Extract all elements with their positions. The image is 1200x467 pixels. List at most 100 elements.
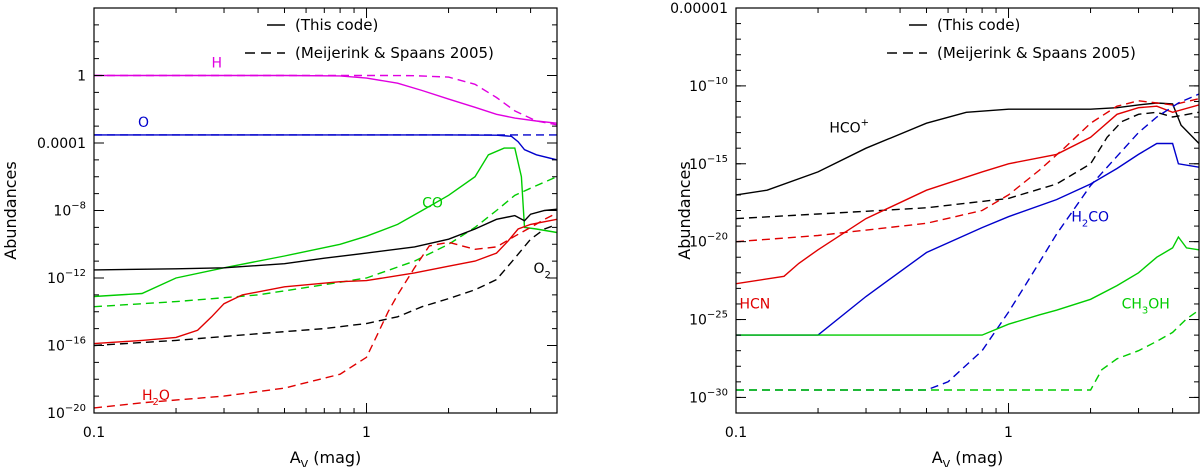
series-line-hco+-dashed: [736, 111, 1199, 220]
annotation-text: H: [1071, 209, 1082, 225]
annotation-subscript: 2: [153, 397, 159, 408]
series-line-hcn-solid: [736, 104, 1199, 285]
series-line-ch3oh-dashed: [736, 309, 1199, 391]
y-tick-label: 10−30: [689, 387, 728, 406]
series-line-h2o-solid: [94, 218, 557, 345]
y-tick-base: 1: [77, 69, 86, 85]
plot-frame: [93, 7, 558, 414]
x-axis-label: AV (mag): [290, 448, 362, 467]
x-tick-label: 0.1: [83, 425, 105, 441]
series-group: [94, 74, 557, 409]
series-annotation: CH3OH: [1122, 297, 1170, 317]
x-axis-label-sub: V: [943, 458, 951, 467]
annotation-text: CH: [1122, 297, 1142, 313]
series-line-h2o-dashed: [94, 212, 557, 409]
legend-solid-label: (This code): [937, 16, 1020, 34]
series-line-hco+-solid: [736, 102, 1199, 196]
y-tick-base: 10: [689, 157, 707, 173]
y-tick-exponent: −25: [707, 310, 728, 321]
x-axis-label-unit: (mag): [950, 448, 1003, 467]
annotation-text: HCN: [739, 297, 770, 313]
annotation-tail: OH: [1148, 297, 1170, 313]
legend: (This code) (Meijerink & Spaans 2005): [887, 16, 1136, 62]
y-tick-label: 10−20: [47, 403, 86, 422]
y-tick-base: 0.00001: [670, 1, 728, 17]
series-annotation: O2: [534, 261, 551, 281]
y-tick-label: 1: [77, 69, 86, 85]
annotation-tail: CO: [1088, 209, 1109, 225]
y-tick-base: 10: [47, 339, 65, 355]
y-tick-label: 10−16: [47, 336, 86, 355]
x-axis-label-unit: (mag): [308, 448, 361, 467]
x-tick-label: 0.1: [725, 425, 747, 441]
series-line-co-dashed: [94, 176, 557, 308]
annotation-tail: O: [159, 388, 170, 404]
x-axis-label-a: A: [290, 448, 301, 467]
x-tick-label: 1: [1004, 425, 1013, 441]
annotation-text: CO: [422, 196, 443, 212]
y-axis-label: Abundances: [675, 161, 694, 259]
legend: (This code) (Meijerink & Spaans 2005): [245, 16, 494, 62]
series-line-h-dashed: [94, 74, 557, 126]
x-axis-label: AV (mag): [932, 448, 1004, 467]
legend-dashed-label: (Meijerink & Spaans 2005): [937, 44, 1136, 62]
annotation-text: H: [142, 388, 153, 404]
series-line-o2-solid: [94, 208, 557, 271]
y-tick-exponent: −30: [707, 387, 728, 398]
y-tick-base: 10: [53, 204, 71, 220]
y-tick-base: 10: [689, 313, 707, 329]
series-annotation: H: [212, 55, 223, 71]
y-axis-label: Abundances: [1, 161, 20, 259]
series-line-h-solid: [94, 74, 557, 124]
x-tick-label: 1: [362, 425, 371, 441]
series-annotation: CO: [422, 196, 443, 212]
y-tick-base: 10: [47, 406, 65, 422]
annotation-text: O: [138, 115, 149, 131]
y-tick-label: 10−12: [47, 268, 86, 287]
series-annotation: HCO+: [829, 118, 869, 137]
y-tick-label: 10−15: [689, 154, 728, 173]
x-axis-label-a: A: [932, 448, 943, 467]
y-tick-label: 10−8: [53, 201, 86, 220]
legend-dashed-label: (Meijerink & Spaans 2005): [295, 44, 494, 62]
y-tick-exponent: −12: [65, 268, 86, 279]
annotation-text: H: [212, 55, 223, 71]
y-tick-exponent: −16: [65, 336, 86, 347]
series-line-h2co-solid: [736, 142, 1199, 336]
y-tick-base: 10: [689, 235, 707, 251]
y-tick-exponent: −20: [65, 403, 86, 414]
series-line-o2-dashed: [94, 223, 557, 347]
series-line-hcn-dashed: [736, 98, 1199, 243]
series-line-h2co-dashed: [736, 93, 1199, 391]
y-tick-exponent: −8: [71, 201, 86, 212]
y-tick-base: 10: [47, 271, 65, 287]
series-annotation: H2CO: [1071, 209, 1109, 229]
series-annotation: HCN: [739, 297, 770, 313]
x-axis-label-sub: V: [301, 458, 309, 467]
y-tick-exponent: −15: [707, 154, 728, 165]
annotation-subscript: 2: [1082, 218, 1088, 229]
y-tick-base: 0.0001: [37, 136, 86, 152]
annotation-text: O: [534, 261, 545, 277]
y-tick-label: 0.0001: [37, 136, 86, 152]
y-tick-exponent: −20: [707, 232, 728, 243]
y-tick-label: 0.00001: [670, 1, 728, 17]
annotation-subscript: 2: [545, 270, 551, 281]
y-tick-label: 10−25: [689, 310, 728, 329]
y-tick-exponent: −10: [707, 76, 728, 87]
annotation-text: HCO: [829, 121, 860, 137]
y-tick-label: 10−10: [689, 76, 728, 95]
legend-solid-label: (This code): [295, 16, 378, 34]
series-line-ch3oh-solid: [736, 235, 1199, 336]
plot-frame: [735, 7, 1200, 414]
y-tick-base: 10: [689, 390, 707, 406]
annotation-subscript: 3: [1142, 306, 1148, 317]
y-tick-label: 10−20: [689, 232, 728, 251]
series-annotation: O: [138, 115, 149, 131]
annotation-superscript: +: [861, 118, 869, 129]
series-annotation: H2O: [142, 388, 170, 408]
y-tick-base: 10: [689, 79, 707, 95]
